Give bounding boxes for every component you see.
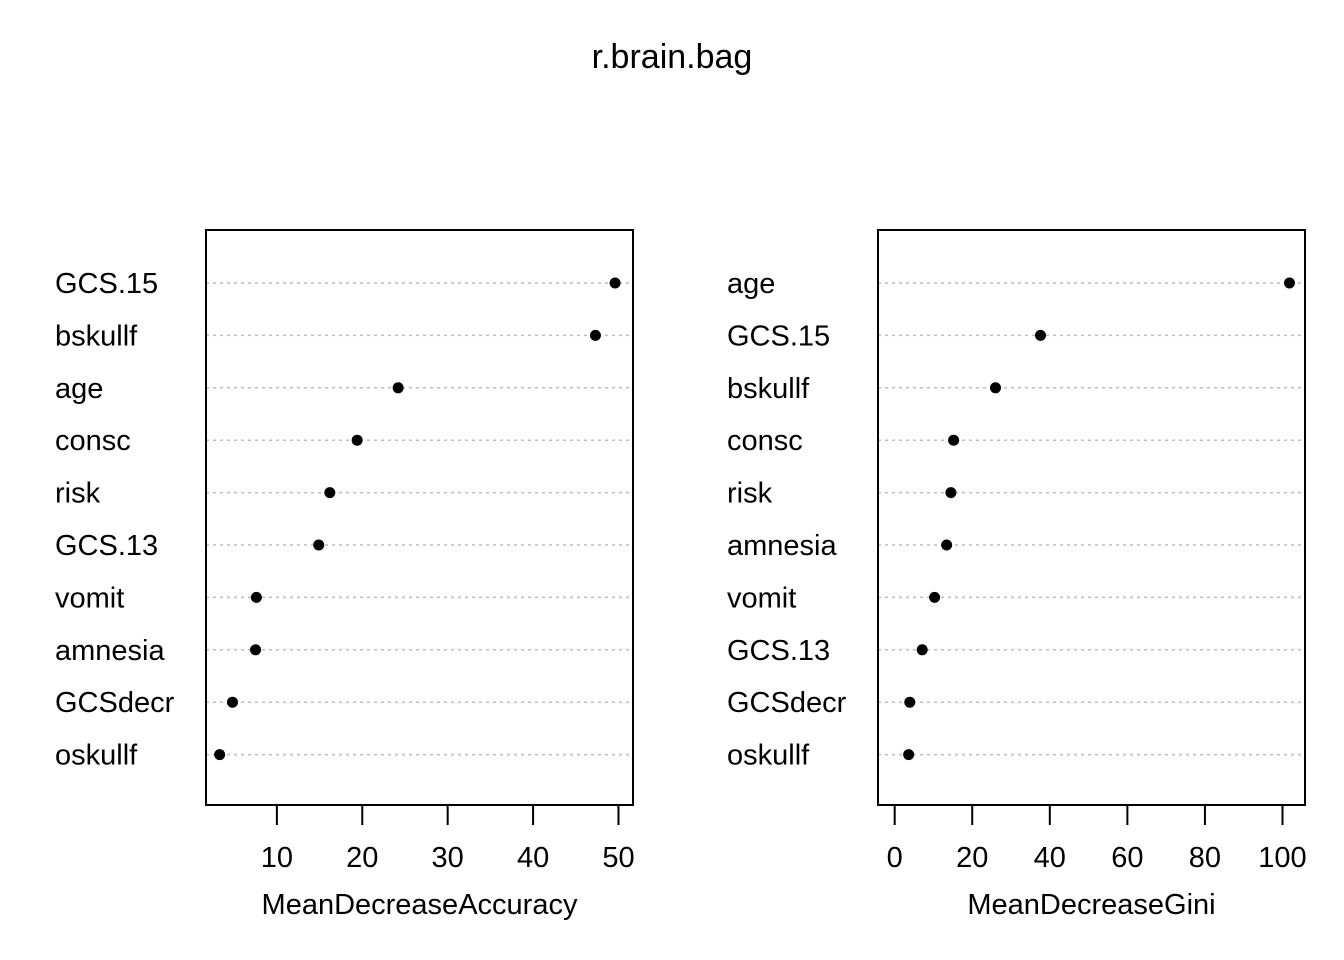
category-label: bskullf	[727, 373, 810, 405]
category-label: amnesia	[727, 530, 837, 562]
category-label: vomit	[55, 582, 124, 614]
data-point	[903, 749, 915, 761]
x-axis-label: MeanDecreaseGini	[967, 889, 1215, 921]
data-point	[1035, 329, 1047, 341]
data-point	[392, 382, 404, 394]
x-tick-label: 60	[1111, 842, 1143, 874]
plot-frame	[877, 229, 1306, 806]
plot-frame	[205, 229, 634, 806]
data-point	[214, 749, 226, 761]
data-point	[313, 539, 325, 551]
data-point	[990, 382, 1002, 394]
data-point	[250, 591, 262, 603]
data-point	[226, 696, 238, 708]
category-label: GCS.15	[727, 320, 830, 352]
category-label: oskullf	[727, 740, 810, 772]
x-tick-label: 50	[602, 842, 634, 874]
panel-1: GCS.15 bskullf age consc risk GCS.13 vomit amne…	[55, 229, 635, 921]
data-point	[945, 487, 957, 499]
data-point	[1283, 277, 1295, 289]
category-label: GCS.15	[55, 268, 158, 300]
category-label: age	[55, 373, 103, 405]
data-point	[904, 696, 916, 708]
x-tick-label: 20	[956, 842, 988, 874]
category-label: consc	[55, 425, 131, 457]
category-label: bskullf	[55, 320, 138, 352]
category-label: risk	[55, 478, 101, 510]
data-point	[941, 539, 953, 551]
category-label: oskullf	[55, 740, 138, 772]
x-tick-label: 20	[346, 842, 378, 874]
x-tick-label: 40	[517, 842, 549, 874]
x-tick-label: 0	[887, 842, 903, 874]
data-point	[916, 644, 928, 656]
x-tick-label: 40	[1034, 842, 1066, 874]
category-label: GCSdecr	[55, 687, 175, 719]
data-point	[589, 329, 601, 341]
category-label: vomit	[727, 582, 796, 614]
x-tick-label: 80	[1189, 842, 1221, 874]
category-label: GCS.13	[727, 635, 830, 667]
x-tick-label: 30	[432, 842, 464, 874]
chart-title: r.brain.bag	[592, 38, 753, 76]
data-point	[250, 644, 262, 656]
x-tick-label: 100	[1258, 842, 1306, 874]
data-point	[324, 487, 336, 499]
category-label: risk	[727, 478, 773, 510]
x-axis-label: MeanDecreaseAccuracy	[262, 889, 578, 921]
data-point	[351, 434, 363, 446]
x-tick-label: 10	[261, 842, 293, 874]
category-label: GCS.13	[55, 530, 158, 562]
data-point	[948, 434, 960, 446]
data-point	[609, 277, 621, 289]
category-label: consc	[727, 425, 803, 457]
category-label: amnesia	[55, 635, 165, 667]
category-label: age	[727, 268, 775, 300]
category-label: GCSdecr	[727, 687, 847, 719]
data-point	[929, 591, 941, 603]
panel-2: age GCS.15 bskullf consc risk amnesia vomit GCS…	[727, 229, 1307, 921]
